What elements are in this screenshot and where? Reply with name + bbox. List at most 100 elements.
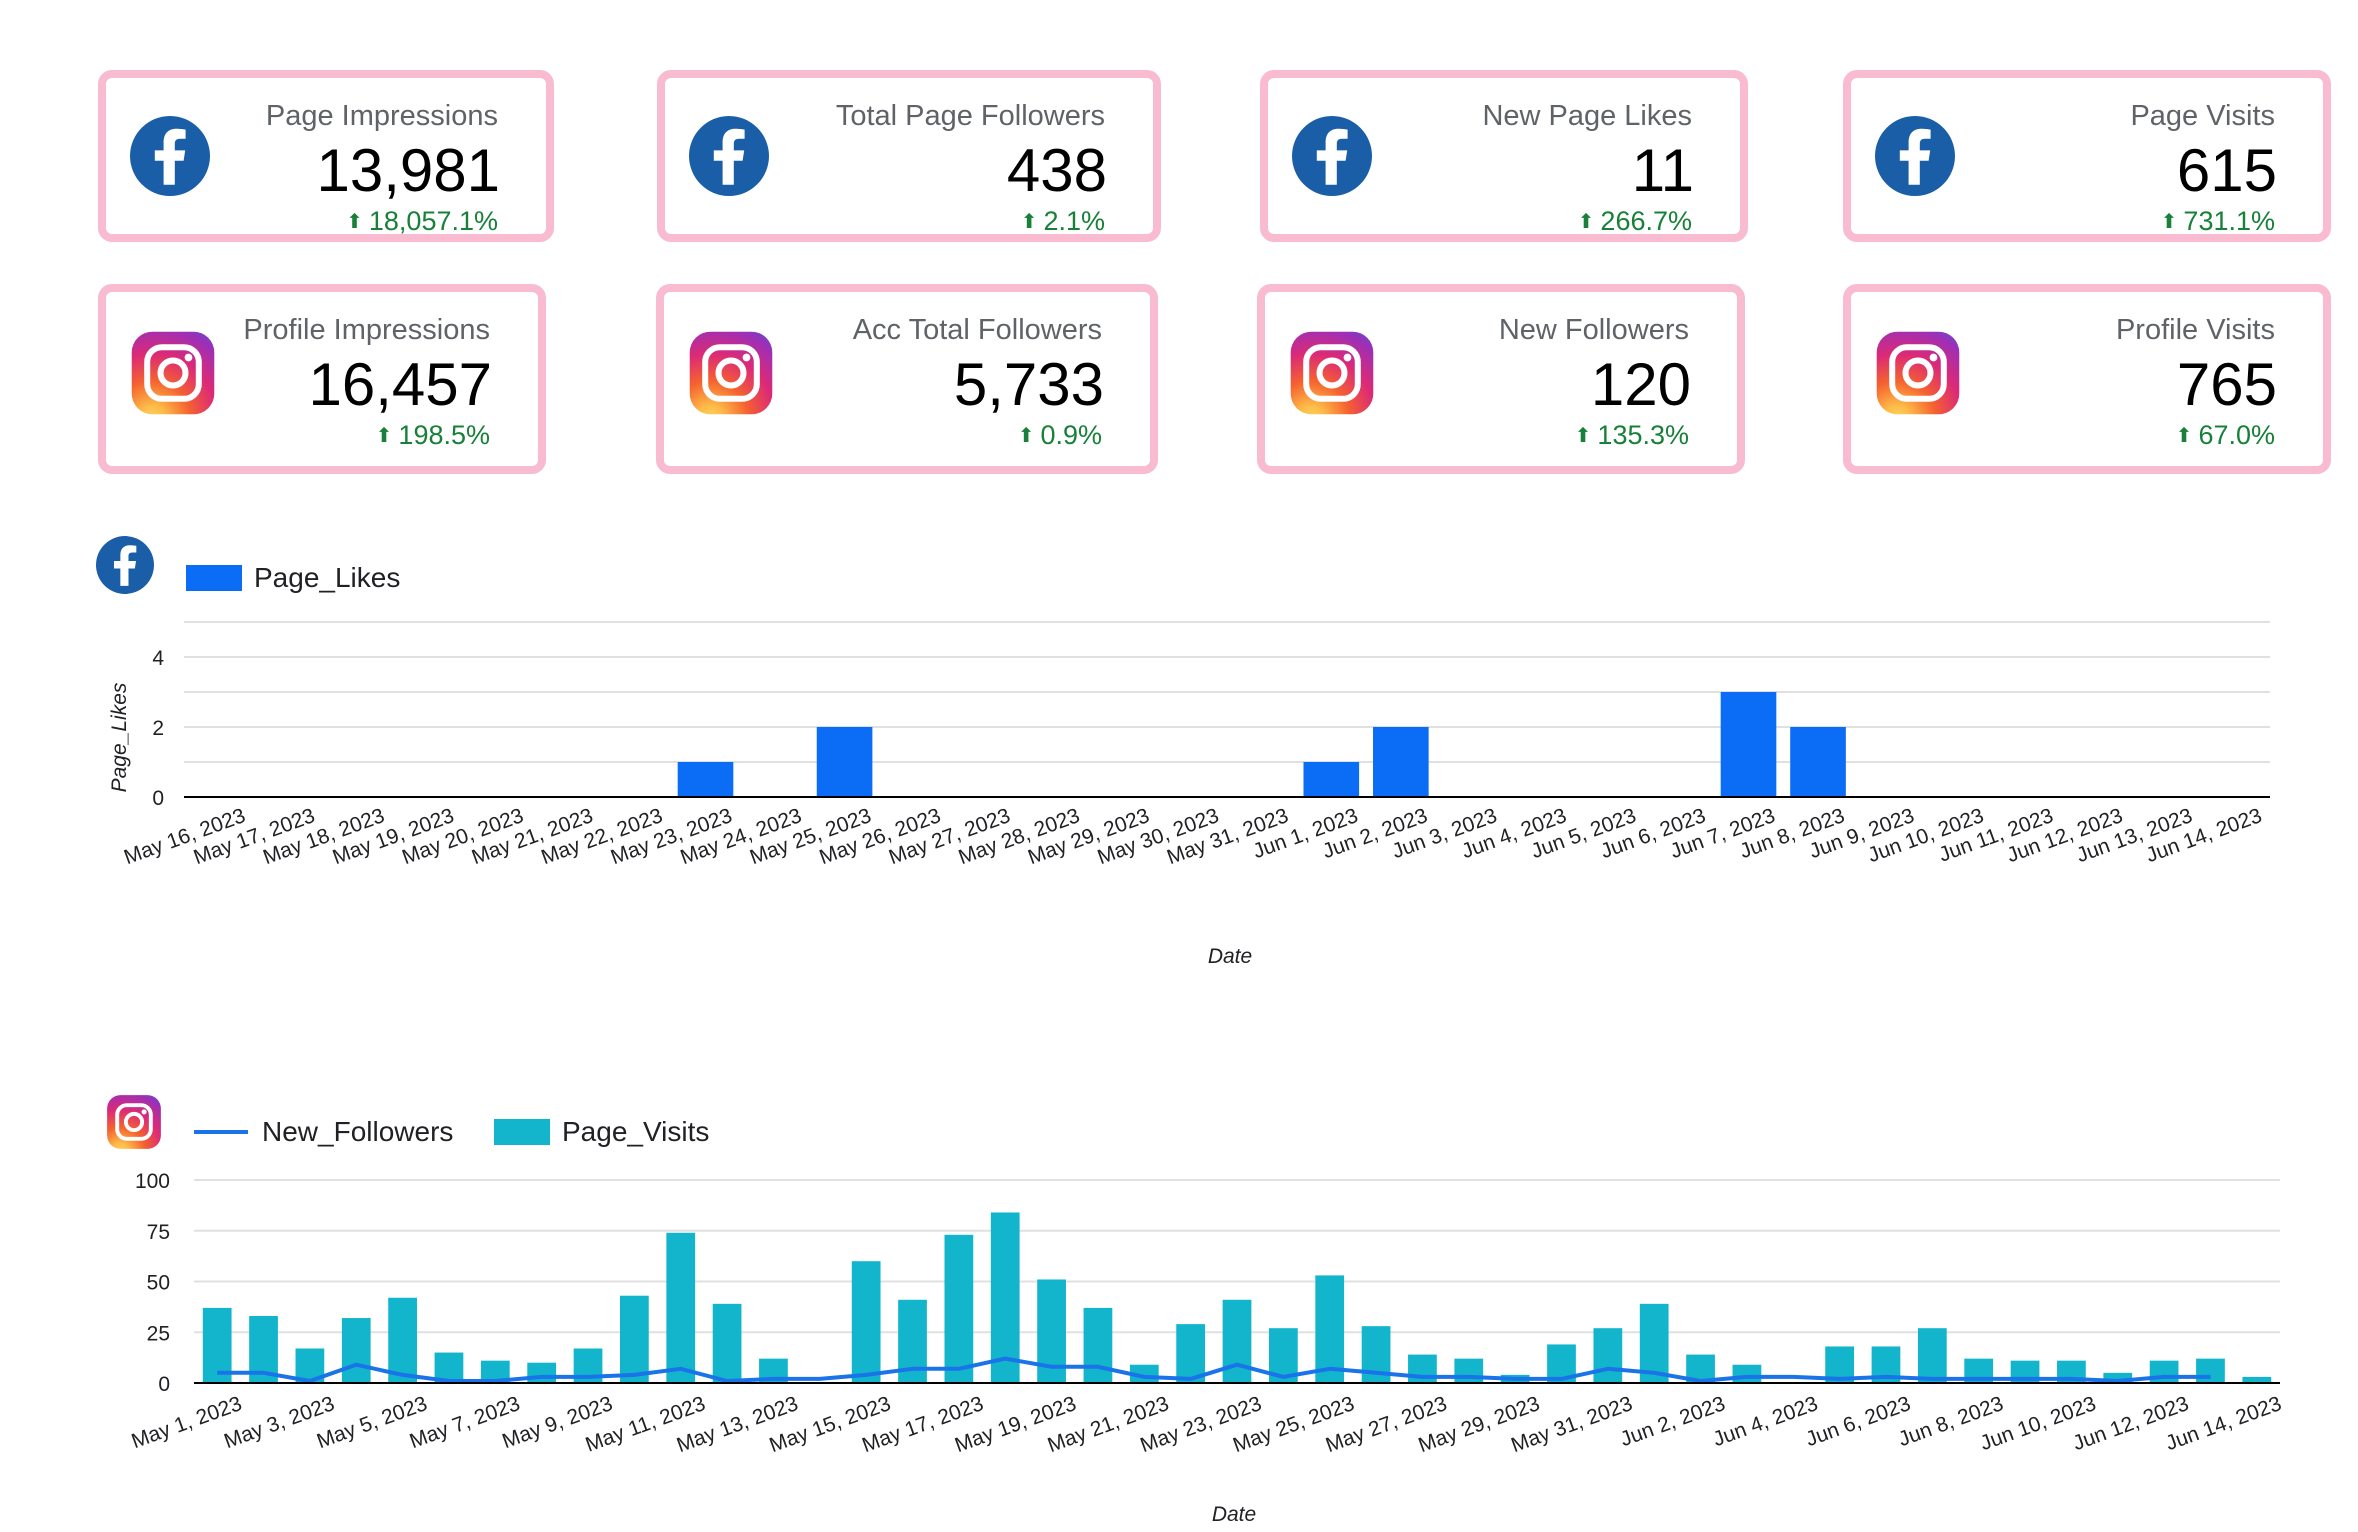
kpi-card-profile-visits[interactable]: Profile Visits 765 ⬆ 67.0% [1843, 284, 2331, 474]
y-tick-label: 100 [135, 1170, 170, 1193]
instagram-icon [1289, 330, 1374, 415]
page-visits-legend-label: Page_Visits [562, 1116, 710, 1147]
page-visits-bar [712, 1303, 742, 1383]
instagram-icon [130, 330, 215, 415]
new-followers-legend[interactable]: New_Followers [194, 1116, 453, 1148]
kpi-value: 120 [1590, 351, 1691, 418]
kpi-change: ⬆ 198.5% [376, 420, 490, 451]
kpi-label: Acc Total Followers [852, 314, 1102, 346]
page-visits-bar [527, 1362, 557, 1383]
page-visits-bar [202, 1307, 232, 1383]
kpi-change-value: 198.5% [398, 420, 490, 450]
page-visits-bar [341, 1318, 371, 1383]
arrow-up-icon: ⬆ [1574, 425, 1592, 447]
kpi-card-new-page-likes[interactable]: New Page Likes 11 ⬆ 266.7% [1260, 70, 1748, 242]
page-visits-bar [480, 1360, 510, 1383]
y-axis-title: Page_Likes [108, 682, 131, 792]
page-visits-bar [1593, 1328, 1623, 1383]
kpi-value: 11 [1631, 137, 1694, 204]
kpi-card-total-page-followers[interactable]: Total Page Followers 438 ⬆ 2.1% [657, 70, 1161, 242]
kpi-change-value: 67.0% [2198, 420, 2275, 450]
kpi-value: 438 [1006, 137, 1107, 204]
kpi-value: 765 [2176, 351, 2277, 418]
y-tick-label: 0 [152, 787, 164, 810]
y-tick-label: 4 [152, 647, 164, 670]
page-likes-bar [816, 727, 873, 797]
page-likes-legend[interactable]: Page_Likes [186, 562, 400, 594]
page-visits-bar [1222, 1299, 1252, 1383]
page-visits-bar [2196, 1358, 2225, 1383]
kpi-label: Profile Impressions [243, 314, 490, 346]
kpi-change: ⬆ 135.3% [1575, 420, 1689, 451]
page-visits-bar [2103, 1372, 2133, 1383]
kpi-value: 16,457 [308, 351, 492, 418]
kpi-card-page-visits[interactable]: Page Visits 615 ⬆ 731.1% [1843, 70, 2331, 242]
kpi-change-value: 2.1% [1043, 206, 1105, 236]
kpi-change-value: 266.7% [1600, 206, 1692, 236]
facebook-icon [130, 116, 214, 200]
y-tick-label: 50 [147, 1272, 170, 1295]
page-visits-bar [388, 1297, 417, 1383]
kpi-label: Profile Visits [2115, 314, 2275, 346]
page-likes-bar [1790, 727, 1846, 797]
kpi-change: ⬆ 266.7% [1578, 206, 1692, 237]
page-likes-bar [1303, 762, 1360, 797]
arrow-up-icon: ⬆ [346, 211, 363, 233]
kpi-value: 615 [2176, 137, 2277, 204]
arrow-up-icon: ⬆ [1020, 211, 1038, 233]
new-followers-legend-swatch [194, 1130, 248, 1134]
x-tick-label: Jun 4, 2023 [1710, 1392, 1821, 1451]
kpi-value: 13,981 [316, 137, 500, 204]
kpi-change: ⬆ 0.9% [1018, 420, 1102, 451]
kpi-label: Total Page Followers [835, 100, 1105, 132]
arrow-up-icon: ⬆ [2175, 425, 2193, 447]
arrow-up-icon: ⬆ [1017, 425, 1035, 447]
page-visits-bar [2242, 1376, 2272, 1383]
kpi-card-acc-total-followers[interactable]: Acc Total Followers 5,733 ⬆ 0.9% [656, 284, 1158, 474]
page-visits-bar [944, 1234, 974, 1383]
facebook-icon [1875, 116, 1959, 200]
page-visits-legend-swatch [494, 1119, 550, 1145]
kpi-change-value: 0.9% [1040, 420, 1102, 450]
page-likes-legend-swatch [186, 565, 242, 591]
page-visits-bar [1732, 1364, 1762, 1383]
instagram-icon [106, 1094, 162, 1155]
page-visits-bar [1454, 1358, 1484, 1383]
page-likes-bar [1373, 727, 1429, 797]
kpi-label: New Followers [1498, 314, 1689, 346]
kpi-change: ⬆ 2.1% [1021, 206, 1105, 237]
kpi-change-value: 135.3% [1597, 420, 1689, 450]
kpi-change: ⬆ 731.1% [2161, 206, 2275, 237]
new-followers-line [217, 1356, 2211, 1383]
kpi-card-page-impressions[interactable]: Page Impressions 13,981 ⬆ 18,057.1% [98, 70, 554, 242]
page-likes-bar [1720, 692, 1777, 797]
page-visits-bar [1176, 1324, 1206, 1383]
instagram-icon [1875, 330, 1960, 415]
page-visits-legend[interactable]: Page_Visits [494, 1116, 709, 1148]
y-tick-label: 25 [147, 1322, 170, 1345]
page-visits-bar [666, 1232, 696, 1383]
arrow-up-icon: ⬆ [375, 425, 393, 447]
kpi-card-profile-impressions[interactable]: Profile Impressions 16,457 ⬆ 198.5% [98, 284, 546, 474]
kpi-change-value: 731.1% [2183, 206, 2275, 236]
kpi-change: ⬆ 67.0% [2176, 420, 2275, 451]
new-followers-legend-label: New_Followers [262, 1116, 454, 1147]
page-visits-bar [990, 1212, 1020, 1383]
page-visits-bar [1639, 1303, 1669, 1383]
facebook-icon [1292, 116, 1376, 200]
y-tick-label: 0 [158, 1373, 170, 1396]
kpi-change: ⬆ 18,057.1% [346, 206, 498, 237]
kpi-card-new-followers[interactable]: New Followers 120 ⬆ 135.3% [1257, 284, 1745, 474]
facebook-icon [689, 116, 773, 200]
x-axis-title: Date [1208, 945, 1252, 968]
page-likes-bar [677, 762, 734, 797]
page-visits-bar [620, 1295, 649, 1383]
kpi-label: New Page Likes [1482, 100, 1692, 132]
y-tick-label: 75 [147, 1221, 170, 1244]
x-tick-label: Jun 6, 2023 [1803, 1392, 1914, 1451]
page-visits-bar [851, 1261, 881, 1383]
x-tick-label: Jun 2, 2023 [1617, 1392, 1728, 1451]
x-axis-title: Date [1212, 1503, 1256, 1526]
page-likes-legend-label: Page_Likes [254, 562, 401, 593]
